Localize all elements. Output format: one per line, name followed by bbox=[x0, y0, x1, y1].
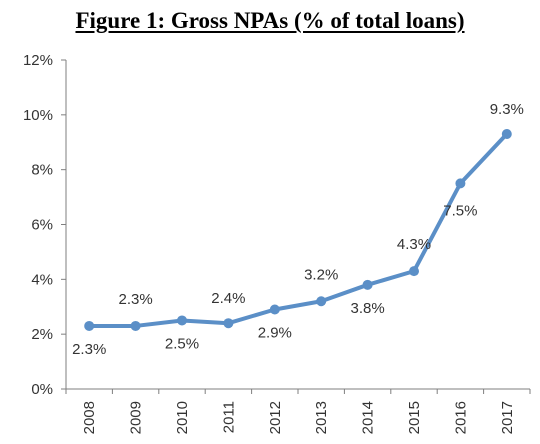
data-point bbox=[409, 266, 419, 277]
data-point bbox=[177, 315, 187, 326]
x-tick-label: 2009 bbox=[128, 401, 145, 434]
x-tick-label: 2008 bbox=[81, 401, 98, 434]
x-tick-label: 2017 bbox=[499, 401, 516, 434]
data-label: 3.2% bbox=[304, 266, 338, 283]
data-label: 9.3% bbox=[490, 101, 524, 118]
y-tick-label: 6% bbox=[31, 217, 53, 234]
data-label: 2.3% bbox=[72, 341, 106, 358]
data-point bbox=[455, 178, 466, 189]
series-line bbox=[87, 132, 509, 328]
data-point bbox=[269, 304, 280, 315]
data-label: 4.3% bbox=[397, 236, 431, 253]
data-point bbox=[130, 320, 141, 331]
data-label: 2.5% bbox=[165, 335, 199, 352]
y-tick-label: 8% bbox=[31, 162, 53, 179]
y-tick-label: 10% bbox=[23, 107, 53, 124]
x-tick-label: 2012 bbox=[267, 401, 284, 434]
x-tick-label: 2014 bbox=[360, 401, 377, 434]
data-label: 7.5% bbox=[443, 202, 477, 219]
data-label: 2.9% bbox=[258, 324, 292, 341]
y-tick-label: 2% bbox=[31, 326, 53, 343]
data-point bbox=[316, 296, 327, 307]
data-label: 2.4% bbox=[211, 290, 245, 307]
x-tick-label: 2015 bbox=[406, 401, 423, 434]
data-point bbox=[223, 318, 234, 329]
x-tick-label: 2013 bbox=[313, 401, 330, 434]
x-tick-label: 2011 bbox=[220, 401, 237, 433]
data-point bbox=[362, 279, 373, 290]
x-tick-label: 2010 bbox=[174, 401, 191, 434]
data-label: 3.8% bbox=[350, 300, 384, 317]
y-tick-label: 0% bbox=[31, 381, 53, 398]
data-point bbox=[84, 320, 95, 331]
data-point bbox=[501, 129, 512, 140]
chart-title: Figure 1: Gross NPAs (% of total loans) bbox=[75, 8, 465, 33]
x-tick-label: 2016 bbox=[452, 401, 469, 434]
y-tick-label: 4% bbox=[31, 271, 53, 288]
data-label: 2.3% bbox=[118, 291, 152, 308]
y-tick-label: 12% bbox=[23, 52, 53, 69]
